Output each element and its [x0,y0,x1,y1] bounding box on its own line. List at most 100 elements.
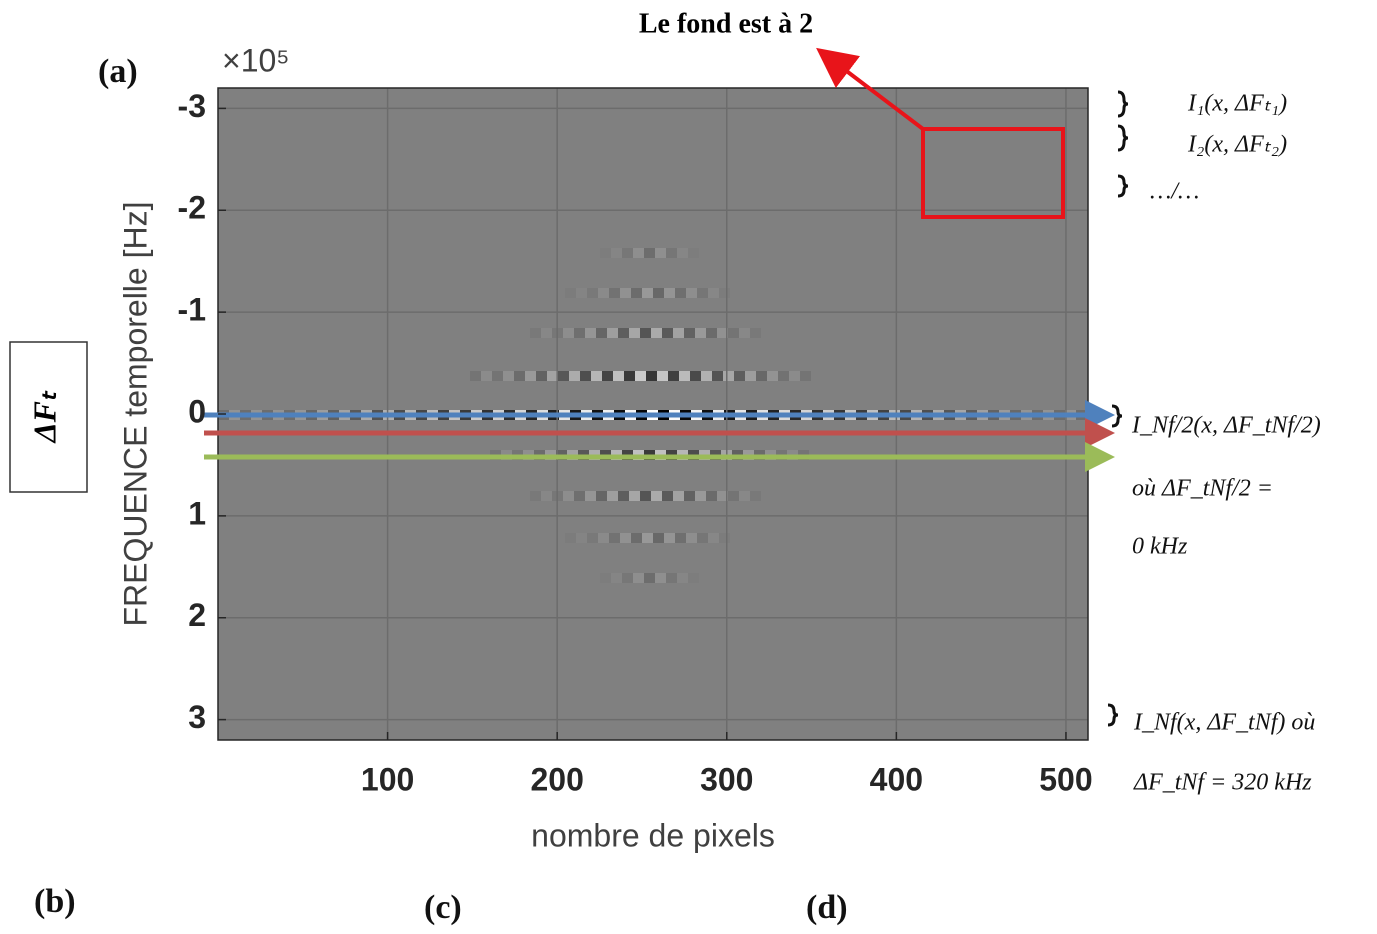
pattern-cell [503,371,514,381]
pattern-cell [690,371,701,381]
row-note: où ΔF_tNf/2 = [1132,476,1273,502]
pattern-cell [662,491,673,501]
pattern-cell [530,328,541,338]
pattern-cell [640,328,651,338]
pattern-cell [642,288,653,298]
y-tick-label: -3 [178,88,206,124]
pattern-cell [701,371,712,381]
pattern-cell [585,328,596,338]
pattern-cell [536,371,547,381]
pattern-cell [574,491,585,501]
row-label: I_Nf/2(x, ΔF_tNf/2) [1131,413,1321,439]
pattern-cell [600,248,611,258]
pattern-cell [668,371,679,381]
row-note: 0 kHz [1132,534,1188,560]
pattern-cell [684,491,695,501]
y-tick-label: 1 [188,495,206,531]
x-axis-label: nombre de pixels [531,817,775,853]
pattern-cell [611,248,622,258]
row-label: I_Nf(x, ΔF_tNf) où [1133,710,1315,736]
pattern-cell [719,288,730,298]
pattern-cell [712,371,723,381]
pattern-cell [651,491,662,501]
x-tick-label: 200 [530,761,583,797]
pattern-cell [576,533,587,543]
pattern-cell [620,533,631,543]
pattern-cell [739,491,750,501]
pattern-cell [541,491,552,501]
pattern-cell [717,491,728,501]
x-tick-label: 400 [870,761,923,797]
pattern-cell [591,371,602,381]
pattern-cell [580,371,591,381]
panel-label: (d) [806,889,848,926]
pattern-cell [664,288,675,298]
arrow [816,47,925,131]
y-tick-label: -2 [178,190,206,226]
pattern-cell [655,248,666,258]
label-box [9,341,88,493]
row-note: ΔF_tNf = 320 kHz [1133,770,1312,796]
pattern-cell [688,248,699,258]
pattern-cell [745,371,756,381]
pattern-cell [728,328,739,338]
pattern-cell [666,248,677,258]
pattern-cell [598,533,609,543]
pattern-cell [587,533,598,543]
x-tick-label: 300 [700,761,753,797]
pattern-cell [653,533,664,543]
pattern-cell [569,371,580,381]
pattern-cell [655,573,666,583]
pattern-cell [602,371,613,381]
pattern-cell [767,371,778,381]
pattern-cell [800,371,811,381]
pattern-cell [609,288,620,298]
row-label: I₁(x, ΔFₜ₁) [1187,91,1287,117]
pattern-cell [666,573,677,583]
pattern-cell [622,573,633,583]
pattern-cell [558,371,569,381]
pattern-cell [585,491,596,501]
panel-label: (b) [34,883,76,920]
pattern-cell [734,371,745,381]
pattern-cell [673,491,684,501]
pattern-cell [739,328,750,338]
pattern-cell [633,573,644,583]
delta-label: ΔFₜ [26,390,62,444]
pattern-cell [651,328,662,338]
pattern-cell [697,533,708,543]
y-exponent: ×10⁵ [222,42,290,78]
pattern-cell [607,491,618,501]
pattern-cell [706,491,717,501]
pattern-cell [598,288,609,298]
pattern-cell [677,248,688,258]
pattern-cell [664,533,675,543]
pattern-cell [717,328,728,338]
pattern-cell [576,288,587,298]
row-label: I₂(x, ΔFₜ₂) [1187,132,1287,158]
pattern-cell [492,371,503,381]
panel-label: (c) [424,889,462,926]
pattern-cell [574,328,585,338]
x-tick-label: 100 [361,761,414,797]
pattern-cell [607,328,618,338]
pattern-cell [686,533,697,543]
pattern-cell [631,533,642,543]
pattern-cell [644,248,655,258]
x-tick-label: 500 [1039,761,1092,797]
pattern-cell [697,288,708,298]
pattern-cell [620,288,631,298]
pattern-cell [708,533,719,543]
pattern-cell [642,533,653,543]
pattern-cell [613,371,624,381]
y-axis-label: FREQUENCE temporelle [Hz] [117,202,153,627]
row-label: …/… [1150,179,1199,205]
pattern-cell [596,491,607,501]
pattern-cell [624,371,635,381]
pattern-cell [646,371,657,381]
pattern-cell [644,573,655,583]
pattern-cell [675,533,686,543]
pattern-cell [525,371,536,381]
